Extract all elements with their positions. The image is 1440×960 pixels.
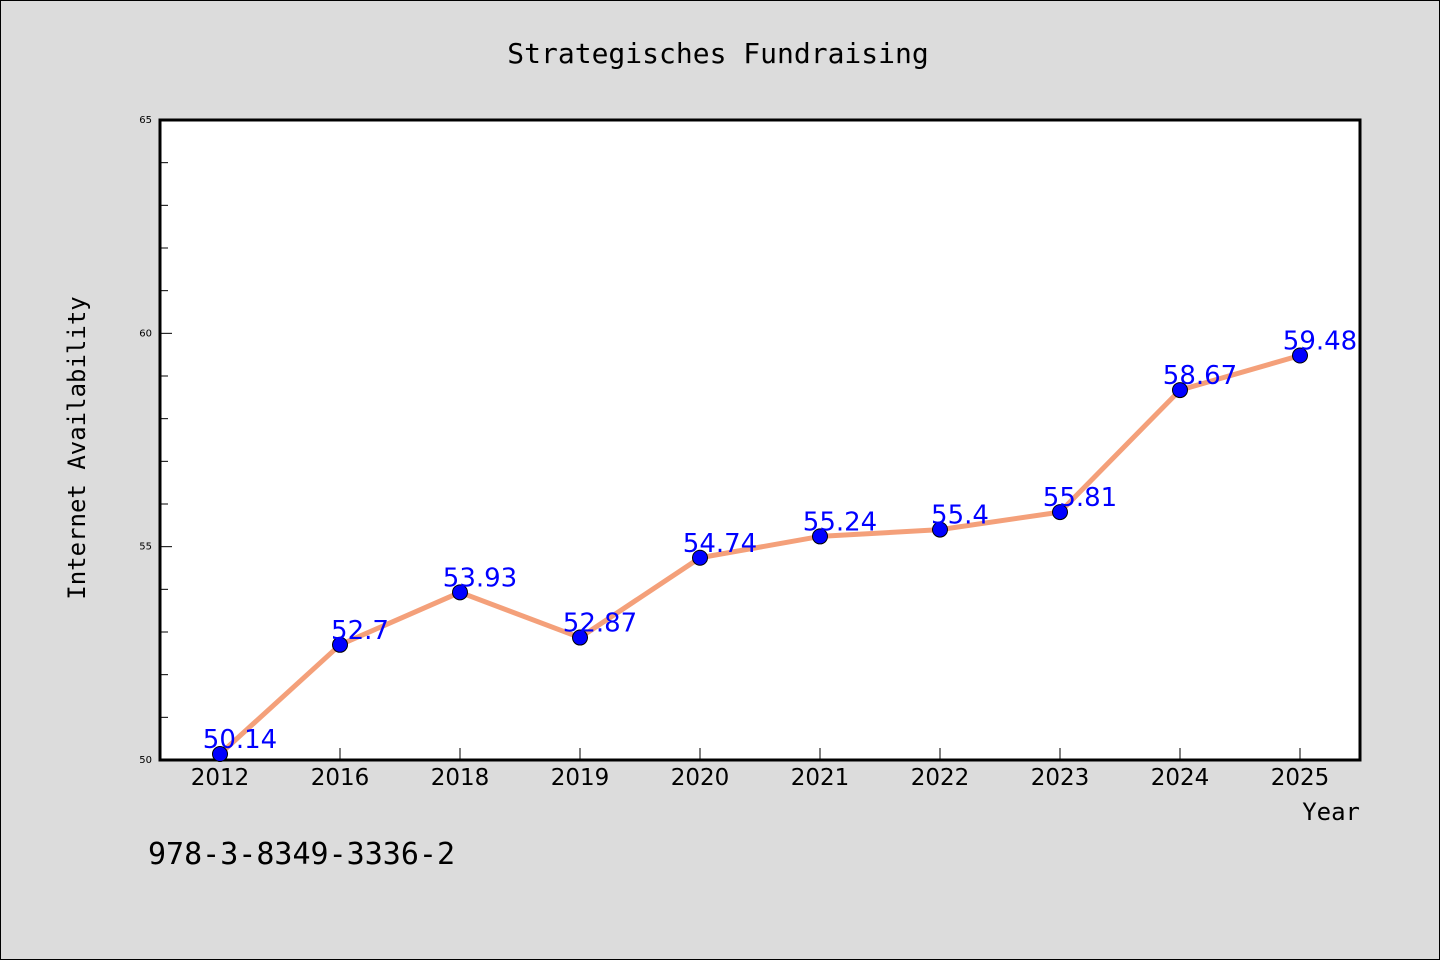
x-tick-label: 2012: [191, 765, 250, 791]
data-label: 50.14: [203, 725, 277, 755]
y-axis-tick-labels: 50 55 60 65: [139, 115, 152, 766]
y-axis-ticks: [160, 119, 172, 761]
x-tick-label: 2016: [311, 765, 370, 791]
x-tick-label: 2020: [671, 765, 730, 791]
x-tick-label: 2023: [1031, 765, 1090, 791]
chart-title: Strategisches Fundraising: [507, 37, 928, 70]
x-tick-label: 2018: [431, 765, 490, 791]
data-label: 58.67: [1163, 361, 1237, 391]
series-line: [217, 353, 1303, 757]
data-point: [932, 521, 948, 538]
data-point: [812, 528, 828, 545]
data-label: 55.24: [803, 507, 877, 537]
x-tick-label: 2024: [1151, 765, 1210, 791]
y-tick-label: 65: [139, 115, 152, 126]
data-point: [1292, 347, 1308, 364]
y-tick-label: 55: [139, 542, 152, 553]
data-point: [212, 746, 228, 763]
x-tick-label: 2019: [551, 765, 610, 791]
x-axis-label: Year: [1302, 798, 1360, 826]
data-label: 54.74: [683, 529, 757, 559]
data-point: [1172, 382, 1188, 399]
data-label: 59.48: [1283, 327, 1357, 357]
data-labels: 50.14 52.7 53.93 52.87 54.74 55.24 55.4 55.81 58…: [203, 327, 1357, 756]
data-label: 55.81: [1043, 483, 1117, 513]
isbn-text: 978-3-8349-3336-2: [148, 837, 455, 872]
data-point: [452, 584, 468, 601]
data-markers: [212, 347, 1308, 763]
x-tick-label: 2021: [791, 765, 850, 791]
x-tick-label: 2025: [1271, 765, 1330, 791]
y-axis-label: Internet Availability: [63, 296, 91, 599]
data-point: [692, 549, 708, 566]
y-tick-label: 50: [139, 755, 152, 766]
y-tick-label: 60: [139, 328, 152, 339]
plot-area: [158, 118, 1362, 762]
data-label: 53.93: [443, 563, 517, 593]
data-point: [572, 629, 588, 646]
x-axis-tick-labels: 2012 2016 2018 2019 2020 2021 2022 2023 2024 2025: [191, 765, 1330, 791]
x-tick-label: 2022: [911, 765, 970, 791]
data-label: 52.87: [563, 609, 637, 639]
data-point: [1052, 504, 1068, 521]
data-label: 52.7: [331, 616, 389, 646]
data-label: 55.4: [931, 501, 989, 531]
data-point: [332, 636, 348, 653]
